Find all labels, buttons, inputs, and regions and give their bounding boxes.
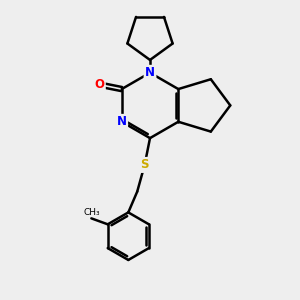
Text: N: N (117, 115, 127, 128)
Text: S: S (140, 158, 149, 171)
Text: O: O (94, 78, 104, 91)
Text: N: N (145, 66, 155, 79)
Text: S: S (140, 158, 149, 171)
Text: CH₃: CH₃ (83, 208, 100, 217)
